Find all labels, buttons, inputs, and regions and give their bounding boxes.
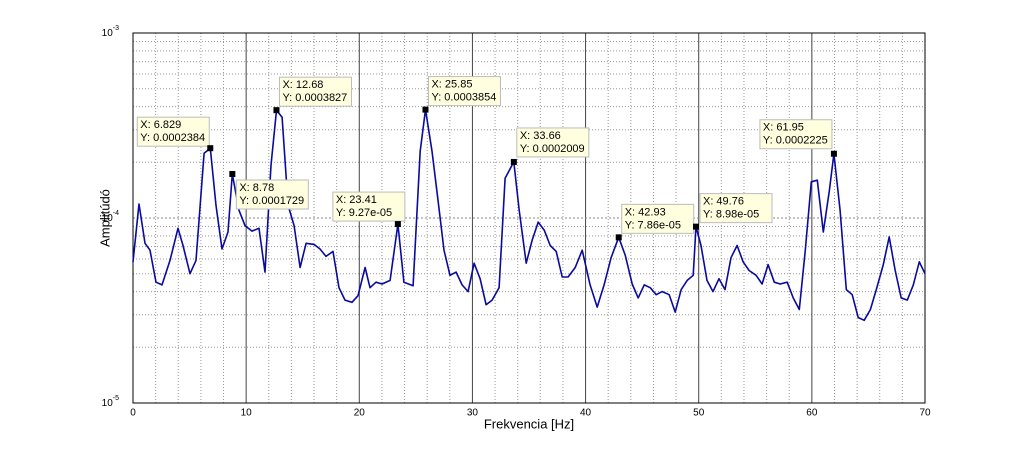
y-tick-label: 10-4	[102, 210, 119, 224]
y-tick-base: 10	[102, 213, 114, 224]
data-tip-box	[235, 179, 309, 210]
data-tip-text: Y: 0.0003854	[431, 92, 496, 104]
data-tip-text: X: 23.41	[336, 194, 377, 206]
data-tip: X: 33.66Y: 0.0002009	[510, 127, 590, 165]
data-tip-text: X: 33.66	[520, 130, 561, 142]
y-tick-exponent: -5	[113, 395, 119, 402]
data-tip-marker	[229, 171, 236, 178]
data-tip-text: X: 61.95	[763, 122, 804, 134]
data-tip-box	[136, 116, 210, 147]
data-tip-box	[516, 127, 590, 158]
data-tip-box	[759, 119, 833, 150]
data-tip-box	[427, 76, 501, 107]
data-tip-marker	[273, 107, 280, 114]
data-tip: X: 49.76Y: 8.98e-05	[692, 193, 773, 230]
x-tick-label: 50	[693, 408, 705, 419]
y-tick-label: 10-3	[102, 25, 119, 39]
x-tick-label: 0	[130, 408, 136, 419]
data-tip-marker	[830, 150, 837, 157]
data-tip-text: Y: 9.27e-05	[336, 207, 392, 219]
data-tip-marker	[394, 221, 401, 228]
y-axis-label: Amplitúdó	[97, 189, 112, 247]
x-axis-label: Frekvencia [Hz]	[484, 416, 574, 431]
data-tip-text: Y: 0.0001729	[239, 195, 304, 207]
data-tip-text: X: 49.76	[703, 196, 744, 208]
x-tick-label: 70	[919, 408, 931, 419]
data-tip-marker	[692, 223, 699, 230]
data-tip-text: X: 12.68	[282, 79, 323, 91]
x-tick-label: 20	[354, 408, 366, 419]
data-tip-box	[332, 191, 406, 222]
data-tip-text: Y: 0.0002009	[520, 143, 585, 155]
data-tip: X: 12.68Y: 0.0003827	[273, 76, 352, 114]
data-tip-text: X: 25.85	[431, 79, 472, 91]
data-tip-box	[699, 193, 773, 224]
data-tip-text: Y: 0.0002384	[140, 132, 205, 144]
data-tip: X: 23.41Y: 9.27e-05	[332, 191, 406, 228]
data-tip-marker	[207, 145, 214, 152]
data-tip-text: Y: 0.0002225	[763, 135, 828, 147]
data-tip: X: 42.93Y: 7.86e-05	[615, 203, 695, 241]
y-tick-exponent: -3	[113, 25, 119, 32]
data-tip-box	[278, 76, 352, 107]
data-tip-text: Y: 0.0003827	[282, 92, 347, 104]
data-tip-marker	[422, 106, 429, 113]
x-tick-label: 30	[467, 408, 479, 419]
data-tip-box	[621, 203, 695, 234]
y-tick-base: 10	[102, 28, 114, 39]
axes-box	[132, 32, 926, 404]
y-tick-label: 10-5	[102, 395, 119, 409]
data-tip-text: X: 42.93	[625, 206, 666, 218]
y-tick-base: 10	[102, 398, 114, 409]
data-tip: X: 25.85Y: 0.0003854	[422, 76, 501, 113]
data-tip-text: X: 8.78	[239, 182, 274, 194]
y-tick-exponent: -4	[113, 210, 119, 217]
data-tip-marker	[510, 158, 517, 165]
data-tip: X: 8.78Y: 0.0001729	[229, 171, 309, 210]
data-tip-marker	[615, 234, 622, 241]
x-tick-label: 60	[806, 408, 818, 419]
data-tip-text: Y: 8.98e-05	[703, 209, 759, 221]
data-tip-text: Y: 7.86e-05	[625, 219, 681, 231]
x-tick-label: 40	[580, 408, 592, 419]
x-tick-label: 10	[241, 408, 253, 419]
data-tip: X: 61.95Y: 0.0002225	[759, 119, 837, 157]
data-tip-text: X: 6.829	[140, 119, 181, 131]
series-line	[132, 108, 926, 322]
